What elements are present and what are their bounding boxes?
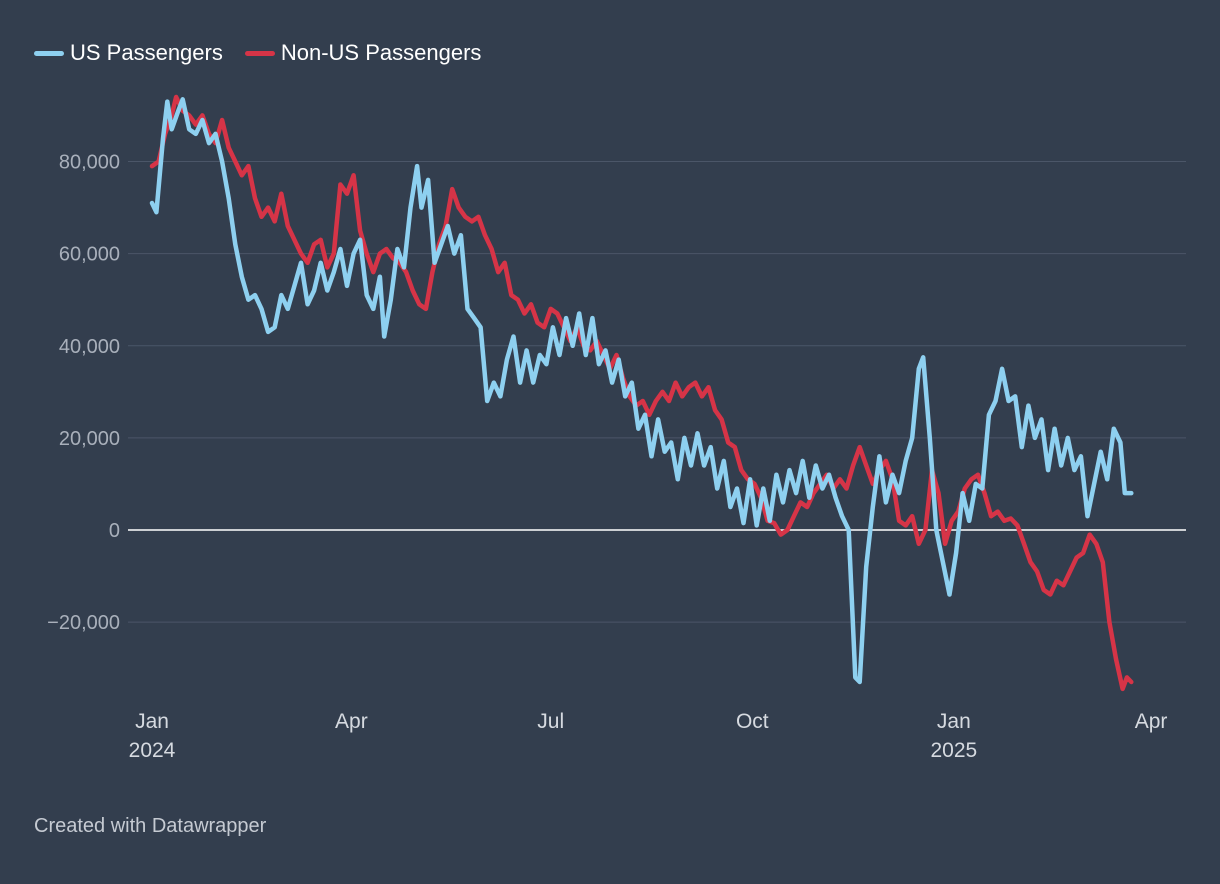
x-tick-label: Jan xyxy=(937,710,971,733)
series-line-us-passengers xyxy=(149,97,1134,685)
x-tick-label: Jan xyxy=(135,710,169,733)
legend-swatch-non-us xyxy=(244,50,275,56)
legend-swatch-us xyxy=(34,50,64,56)
y-tick-label: 80,000 xyxy=(59,152,120,174)
x-tick-label: Oct xyxy=(736,710,769,733)
y-tick-label: −20,000 xyxy=(47,612,120,634)
credit-line[interactable]: Created with Datawrapper xyxy=(34,815,267,837)
x-tick-label: Jul xyxy=(537,710,564,733)
x-tick-year-label: 2025 xyxy=(931,739,978,762)
legend: US Passengers Non-US Passengers xyxy=(34,40,481,66)
legend-label-us: US Passengers xyxy=(70,40,223,65)
legend-item-us[interactable]: US Passengers xyxy=(34,40,223,66)
y-tick-label: 60,000 xyxy=(59,244,120,266)
x-tick-label: Apr xyxy=(1135,710,1168,733)
legend-item-non-us[interactable]: Non-US Passengers xyxy=(244,40,482,66)
line-chart: 80,000 60,000 40,000 20,000 0 −20,000 Jan 2024 A… xyxy=(47,94,1186,762)
y-tick-label: 20,000 xyxy=(59,428,120,450)
legend-label-non-us: Non-US Passengers xyxy=(280,40,482,65)
x-tick-label: Apr xyxy=(335,710,368,733)
series-line-non-us-passengers xyxy=(149,94,1134,692)
y-tick-label: 0 xyxy=(109,520,120,542)
x-tick-year-label: 2024 xyxy=(129,739,176,762)
y-tick-label: 40,000 xyxy=(59,336,120,358)
